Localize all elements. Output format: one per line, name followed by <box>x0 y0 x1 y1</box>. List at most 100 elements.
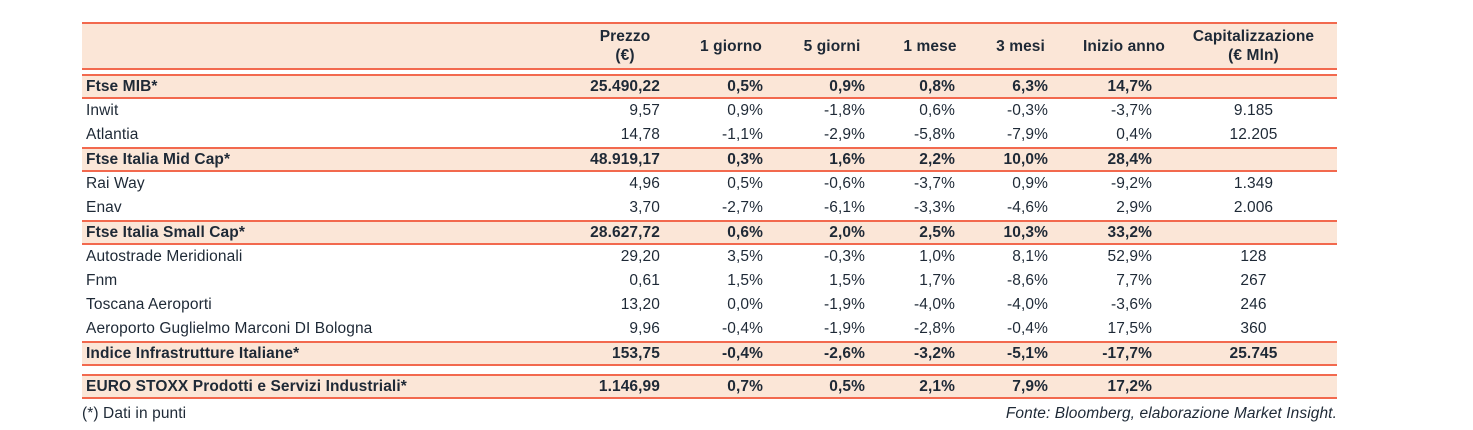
cell-5-giorni: -1,9% <box>824 296 865 313</box>
cell-capitalizzazione: 12.205 <box>1229 126 1278 143</box>
table-row: Indice Infrastrutture Italiane* 153,75 -… <box>82 341 1337 366</box>
cell-inizio-anno: 14,7% <box>1107 78 1152 95</box>
cell-5-giorni: 0,9% <box>829 78 865 95</box>
table-body: Ftse MIB* 25.490,22 0,5% 0,9% 0,8% 6,3% … <box>82 74 1337 399</box>
cell-3-mesi: -7,9% <box>1007 126 1048 143</box>
cell-5-giorni: 0,5% <box>829 378 865 395</box>
cell-capitalizzazione <box>1170 76 1337 97</box>
cell-5-giorni: -6,1% <box>824 199 865 216</box>
cell-3-mesi: -4,6% <box>1007 199 1048 216</box>
cell-3-mesi: 6,3% <box>1012 78 1048 95</box>
cell-prezzo: 3,70 <box>629 199 660 216</box>
cell-capitalizzazione <box>1170 376 1337 397</box>
cell-1-giorno: -2,7% <box>722 199 763 216</box>
cell-1-giorno: 0,5% <box>727 175 763 192</box>
header-inizio-anno: Inizio anno <box>1060 24 1170 68</box>
cell-1-giorno: 0,7% <box>727 378 763 395</box>
cell-name: Indice Infrastrutture Italiane* <box>86 345 300 362</box>
cell-inizio-anno: 28,4% <box>1107 151 1152 168</box>
table-row: Inwit 9,57 0,9% -1,8% 0,6% -0,3% -3,7% 9… <box>82 99 1337 123</box>
table-row: Enav 3,70 -2,7% -6,1% -3,3% -4,6% 2,9% 2… <box>82 196 1337 220</box>
cell-prezzo: 48.919,17 <box>590 151 660 168</box>
cell-inizio-anno: 2,9% <box>1116 199 1152 216</box>
cell-capitalizzazione <box>1170 149 1337 170</box>
cell-name: Ftse Italia Small Cap* <box>86 224 245 241</box>
cell-5-giorni: 2,0% <box>829 224 865 241</box>
cell-1-giorno: 0,3% <box>727 151 763 168</box>
cell-prezzo: 9,57 <box>629 102 660 119</box>
table-row: EURO STOXX Prodotti e Servizi Industrial… <box>82 374 1337 399</box>
cell-5-giorni: -1,9% <box>824 320 865 337</box>
cell-prezzo: 4,96 <box>629 175 660 192</box>
cell-1-mese: 2,2% <box>919 151 955 168</box>
cell-1-mese: -3,2% <box>914 345 955 362</box>
cell-inizio-anno: 52,9% <box>1107 248 1152 265</box>
cell-capitalizzazione: 1.349 <box>1233 175 1274 192</box>
cell-name: Toscana Aeroporti <box>86 296 212 313</box>
cell-1-mese: 0,8% <box>919 78 955 95</box>
header-name <box>82 24 560 68</box>
cell-capitalizzazione: 267 <box>1240 272 1267 289</box>
cell-5-giorni: -2,9% <box>824 126 865 143</box>
cell-capitalizzazione: 25.745 <box>1229 345 1278 362</box>
cell-name: Rai Way <box>86 175 145 192</box>
cell-prezzo: 13,20 <box>620 296 660 313</box>
cell-1-mese: -2,8% <box>914 320 955 337</box>
cell-inizio-anno: 17,2% <box>1107 378 1152 395</box>
cell-3-mesi: 10,0% <box>1003 151 1048 168</box>
header-line: 1 giorno <box>700 37 762 55</box>
header-line: (€ Mln) <box>1228 47 1279 64</box>
cell-1-giorno: 0,6% <box>727 224 763 241</box>
price-table: Prezzo (€) 1 giorno 5 giorni 1 mese 3 me… <box>82 22 1337 424</box>
cell-prezzo: 1.146,99 <box>598 378 660 395</box>
cell-inizio-anno: 7,7% <box>1116 272 1152 289</box>
cell-prezzo: 25.490,22 <box>590 78 660 95</box>
footnote: (*) Dati in punti <box>82 405 187 422</box>
header-1-mese: 1 mese <box>877 24 969 68</box>
cell-inizio-anno: -17,7% <box>1102 345 1152 362</box>
header-line: Capitalizzazione <box>1192 28 1315 45</box>
cell-inizio-anno: 33,2% <box>1107 224 1152 241</box>
cell-prezzo: 28.627,72 <box>590 224 660 241</box>
cell-name: Ftse Italia Mid Cap* <box>86 151 231 168</box>
table-row: Atlantia 14,78 -1,1% -2,9% -5,8% -7,9% 0… <box>82 123 1337 147</box>
table-row: Fnm 0,61 1,5% 1,5% 1,7% -8,6% 7,7% 267 <box>82 269 1337 293</box>
cell-5-giorni: 1,6% <box>829 151 865 168</box>
cell-1-giorno: -0,4% <box>722 320 763 337</box>
cell-name: Enav <box>86 199 122 216</box>
cell-1-giorno: 3,5% <box>727 248 763 265</box>
cell-capitalizzazione: 9.185 <box>1233 102 1274 119</box>
cell-inizio-anno: 17,5% <box>1107 320 1152 337</box>
cell-inizio-anno: -9,2% <box>1111 175 1152 192</box>
cell-5-giorni: -1,8% <box>824 102 865 119</box>
cell-3-mesi: -8,6% <box>1007 272 1048 289</box>
header-capitalizzazione: Capitalizzazione (€ Mln) <box>1170 24 1337 68</box>
cell-3-mesi: 0,9% <box>1012 175 1048 192</box>
cell-prezzo: 153,75 <box>611 345 660 362</box>
header-line: 3 mesi <box>996 37 1045 55</box>
cell-name: Aeroporto Guglielmo Marconi DI Bologna <box>86 320 373 337</box>
table-row: Ftse Italia Mid Cap* 48.919,17 0,3% 1,6%… <box>82 147 1337 172</box>
cell-prezzo: 0,61 <box>629 272 660 289</box>
cell-1-giorno: 1,5% <box>727 272 763 289</box>
cell-5-giorni: -0,6% <box>824 175 865 192</box>
header-line: Prezzo <box>599 28 651 45</box>
cell-5-giorni: 1,5% <box>829 272 865 289</box>
cell-1-mese: 0,6% <box>919 102 955 119</box>
cell-1-giorno: 0,5% <box>727 78 763 95</box>
source-credit: Fonte: Bloomberg, elaborazione Market In… <box>1005 405 1337 422</box>
table-row: Ftse Italia Small Cap* 28.627,72 0,6% 2,… <box>82 220 1337 245</box>
cell-1-mese: 2,1% <box>919 378 955 395</box>
cell-1-mese: 1,0% <box>919 248 955 265</box>
cell-name: Ftse MIB* <box>86 78 158 95</box>
cell-name: Autostrade Meridionali <box>86 248 243 265</box>
header-1-giorno: 1 giorno <box>675 24 775 68</box>
cell-3-mesi: 7,9% <box>1012 378 1048 395</box>
header-line: Inizio anno <box>1082 37 1166 55</box>
cell-3-mesi: 8,1% <box>1012 248 1048 265</box>
cell-3-mesi: -4,0% <box>1007 296 1048 313</box>
cell-1-mese: 2,5% <box>919 224 955 241</box>
cell-inizio-anno: 0,4% <box>1116 126 1152 143</box>
cell-3-mesi: 10,3% <box>1003 224 1048 241</box>
